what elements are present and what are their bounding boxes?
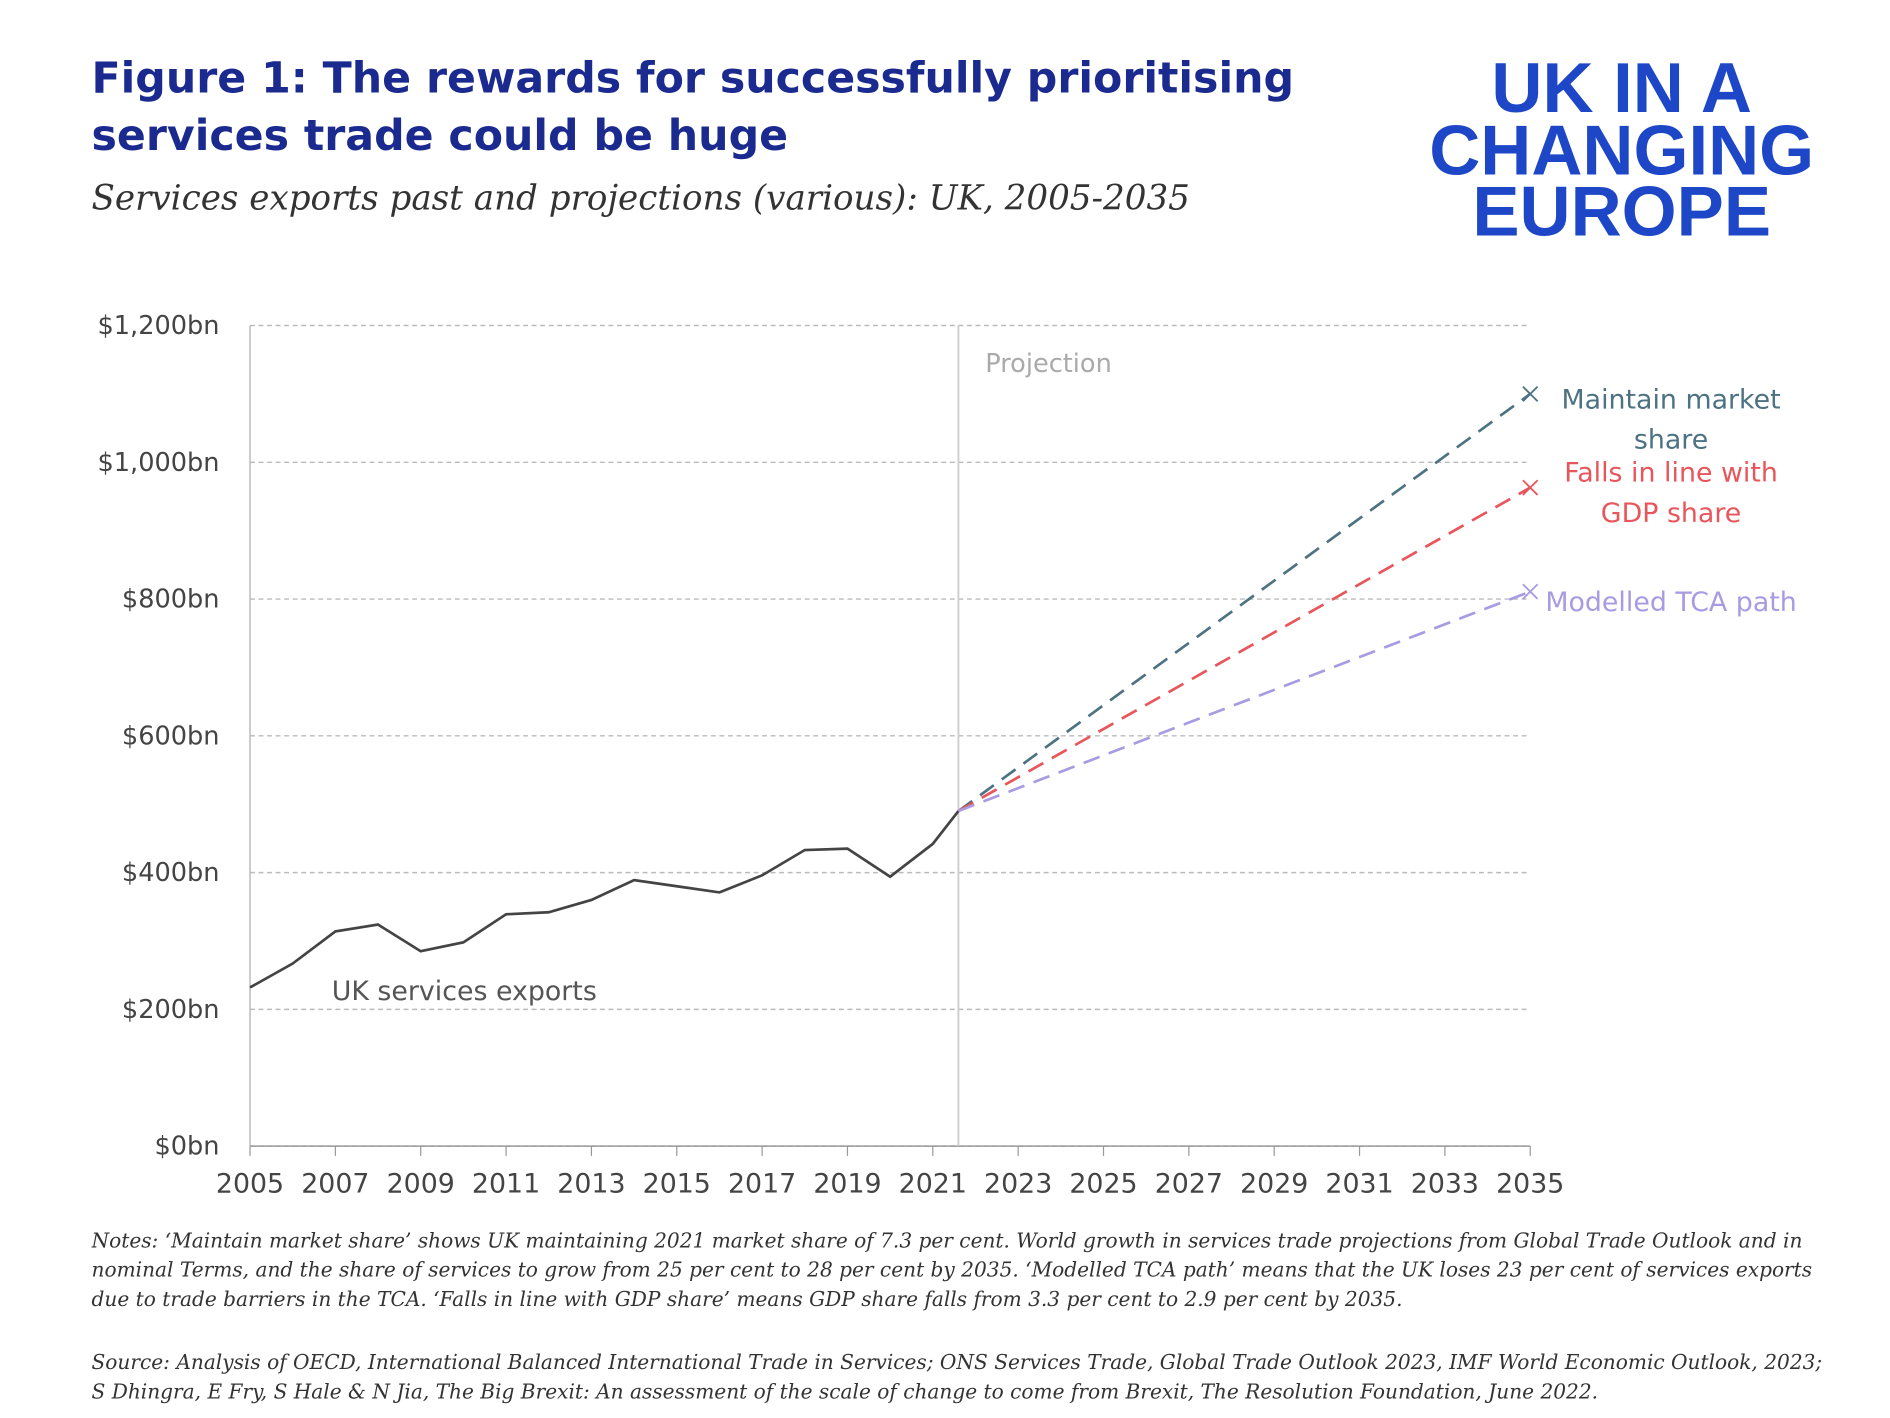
x-tick-label: 2033 (1411, 1168, 1479, 1199)
x-tick-label: 2011 (472, 1168, 540, 1199)
y-tick-label: $800bn (122, 585, 220, 615)
x-tick-label: 2035 (1496, 1168, 1564, 1199)
logo: UK IN A CHANGING EUROPE (1429, 48, 1814, 250)
logo-line: EUROPE (1472, 171, 1771, 250)
series-label: Modelled TCA path (1545, 587, 1797, 619)
y-tick-label: $1,000bn (98, 448, 220, 478)
end-marker (1522, 583, 1539, 600)
chart-subtitle: Services exports past and projections (v… (92, 179, 1190, 219)
x-tick-label: 2031 (1325, 1168, 1393, 1199)
x-tick-label: 2025 (1069, 1168, 1137, 1199)
y-tick-label: $600bn (122, 721, 220, 751)
x-tick-label: 2027 (1155, 1168, 1223, 1199)
y-tick-label: $1,200bn (98, 311, 220, 341)
title-box: Figure 1: The rewards for successfully p… (91, 54, 1295, 161)
legend-box: Modelled TCA path (1545, 587, 1797, 619)
logo-line: CHANGING (1429, 110, 1814, 189)
series-line (249, 810, 960, 989)
plot: $0bn $200bn $400bn $600bn $800bn $1,000bn $1,2… (98, 311, 1797, 1199)
x-tick-label: 2005 (216, 1168, 284, 1199)
end-marker (1522, 385, 1539, 402)
x-tick-label: 2019 (813, 1168, 881, 1199)
projection-label: Projection (985, 349, 1112, 379)
series-label: UK services exports (332, 976, 597, 1007)
end-marker (1522, 479, 1539, 496)
source: Source: Analysis of OECD, International … (91, 1350, 1823, 1404)
series-line (957, 590, 1531, 813)
chart-title: Figure 1: The rewards for successfully p… (91, 54, 1295, 161)
x-tick-label: 2015 (643, 1168, 711, 1199)
series-label: Falls in line with GDP share (1564, 458, 1778, 530)
x-tick-label: 2009 (387, 1168, 455, 1199)
source-box: Source: Analysis of OECD, International … (91, 1350, 1823, 1404)
x-tick-label: 2021 (899, 1168, 967, 1199)
series-label: Maintain market share (1561, 385, 1781, 457)
notes: Notes: ‘Maintain market share’ shows UK … (91, 1229, 1813, 1311)
y-tick-label: $0bn (154, 1132, 219, 1162)
y-tick-label: $400bn (122, 858, 220, 888)
logo-line: UK IN A (1491, 48, 1752, 127)
legend-box: Falls in line with GDP share (1564, 458, 1778, 530)
x-tick-label: 2029 (1240, 1168, 1308, 1199)
legend-box: Maintain market share (1561, 385, 1781, 457)
series-line (957, 486, 1531, 813)
x-tick-label: 2013 (557, 1168, 625, 1199)
series-line (957, 392, 1532, 813)
x-tick-label: 2017 (728, 1168, 796, 1199)
notes-box: Notes: ‘Maintain market share’ shows UK … (91, 1229, 1813, 1311)
y-tick-label: $200bn (122, 995, 220, 1025)
x-tick-label: 2007 (301, 1168, 369, 1199)
x-tick-label: 2023 (984, 1168, 1052, 1199)
